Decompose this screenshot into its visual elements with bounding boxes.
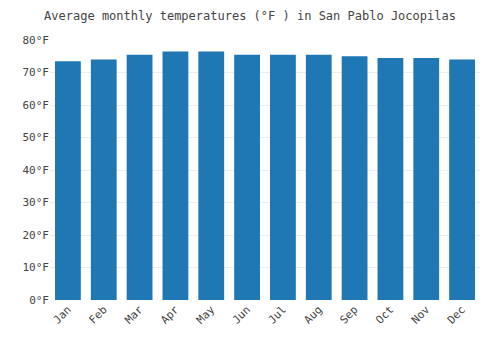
svg-text:10°F: 10°F (23, 261, 50, 274)
svg-text:20°F: 20°F (23, 229, 50, 242)
svg-text:May: May (194, 303, 218, 327)
svg-text:80°F: 80°F (23, 34, 50, 47)
svg-text:50°F: 50°F (23, 131, 50, 144)
svg-text:Jun: Jun (230, 303, 253, 326)
svg-text:40°F: 40°F (23, 164, 50, 177)
svg-text:Average monthly temperatures (: Average monthly temperatures (°F ) in Sa… (44, 9, 456, 23)
svg-text:0°F: 0°F (29, 294, 49, 307)
svg-text:Dec: Dec (445, 303, 468, 326)
svg-text:30°F: 30°F (23, 196, 50, 209)
svg-text:Aug: Aug (302, 303, 325, 326)
svg-text:Apr: Apr (158, 303, 182, 327)
svg-text:Nov: Nov (409, 303, 433, 327)
svg-text:Jan: Jan (51, 303, 74, 326)
svg-text:Feb: Feb (87, 303, 110, 326)
svg-text:60°F: 60°F (23, 99, 50, 112)
svg-text:70°F: 70°F (23, 66, 50, 79)
svg-text:Oct: Oct (373, 303, 396, 326)
svg-text:Sep: Sep (337, 303, 360, 326)
svg-text:Jul: Jul (266, 303, 289, 326)
svg-text:Mar: Mar (122, 303, 146, 327)
